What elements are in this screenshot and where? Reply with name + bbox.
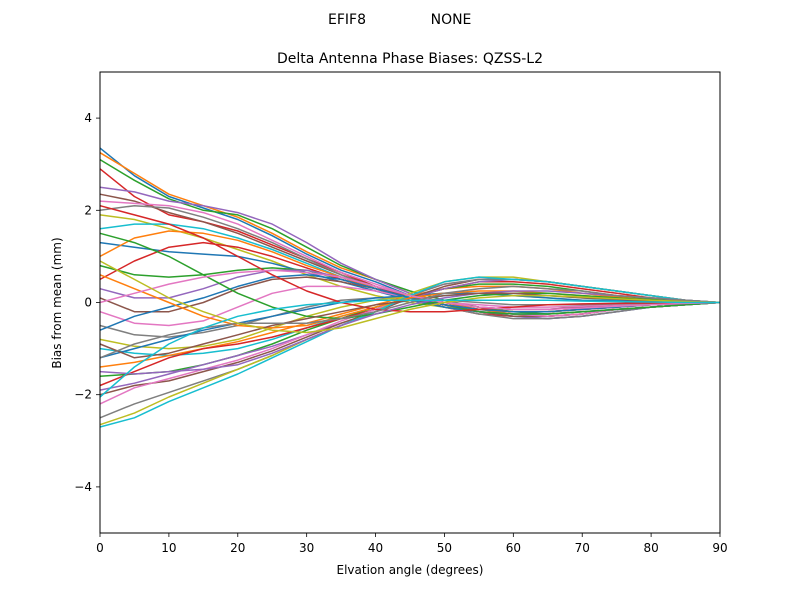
x-tick-label: 80 [643, 541, 658, 555]
x-tick-label: 0 [96, 541, 104, 555]
x-tick-label: 70 [575, 541, 590, 555]
y-tick-label: 0 [84, 296, 92, 310]
x-tick-label: 20 [230, 541, 245, 555]
series-line-33 [99, 232, 721, 320]
y-tick-label: −2 [74, 388, 92, 402]
chart-title: Delta Antenna Phase Biases: QZSS-L2 [277, 51, 543, 67]
series-layer [99, 147, 721, 428]
series-line-39 [99, 260, 721, 334]
series-line-34 [99, 204, 720, 313]
x-tick-label: 90 [712, 541, 727, 555]
y-axis: −4 −2 0 2 4 [74, 111, 100, 494]
suptitle-left: EFIF8 [328, 12, 366, 28]
y-tick-label: 2 [84, 203, 92, 217]
suptitle-right: NONE [431, 12, 472, 28]
series-line-37 [99, 269, 721, 311]
x-tick-label: 50 [437, 541, 452, 555]
x-tick-label: 30 [299, 541, 314, 555]
x-axis-label: Elvation angle (degrees) [337, 563, 484, 577]
x-tick-label: 40 [368, 541, 383, 555]
x-axis: 0 10 20 30 40 50 60 70 80 90 [96, 533, 728, 555]
series-line-40 [99, 299, 720, 398]
x-tick-label: 10 [161, 541, 176, 555]
y-tick-label: −4 [74, 480, 92, 494]
y-axis-label: Bias from mean (mm) [50, 237, 64, 368]
y-tick-label: 4 [84, 111, 92, 125]
x-tick-label: 60 [506, 541, 521, 555]
